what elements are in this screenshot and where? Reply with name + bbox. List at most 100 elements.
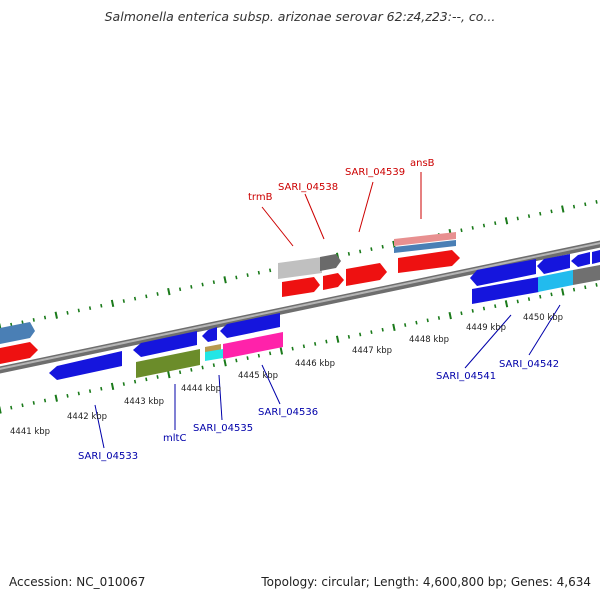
gene-blue-4449-top[interactable] [470,250,600,286]
minor-tick [88,389,92,393]
major-tick [54,394,58,402]
minor-tick [415,320,418,325]
major-tick [110,299,115,308]
minor-tick [201,282,204,287]
gene-left-edge-steel[interactable] [0,322,35,344]
label-SARI-04542[interactable]: SARI_04542 [499,359,559,370]
minor-tick [201,365,204,370]
minor-tick [359,249,362,254]
minor-tick [190,368,193,372]
major-tick [504,300,509,308]
minor-tick [156,292,159,296]
minor-tick [122,299,125,303]
minor-tick [516,299,519,304]
minor-tick [212,363,215,368]
gene-SARI-04542[interactable] [538,265,600,292]
label-SARI-04535[interactable]: SARI_04535 [193,423,253,434]
gene-blue-4443[interactable] [133,331,197,357]
gene-left-edge-red[interactable] [0,342,38,364]
minor-tick [325,339,328,344]
gene-blue-4445[interactable] [220,313,280,338]
minor-tick [246,356,249,360]
gene-gray-dark[interactable] [320,254,341,271]
minor-tick [88,306,92,310]
reverse-genes [49,250,600,380]
minor-tick [10,405,13,410]
minor-tick [460,228,463,233]
minor-tick [235,358,238,363]
kbp-label: 4445 kbp [238,371,278,381]
label-SARI-04536[interactable]: SARI_04536 [258,407,318,418]
minor-tick [550,209,553,214]
minor-tick [212,280,215,285]
gene-SARI-04541[interactable] [472,277,539,304]
minor-tick [471,309,474,313]
major-tick [392,240,396,249]
minor-tick [100,386,103,391]
gene-SARI-04539[interactable] [346,263,387,286]
major-tick [110,382,115,391]
minor-tick [370,247,373,251]
minor-tick [482,306,486,311]
accession-text: Accession: NC_010067 [9,575,146,589]
backbone [0,240,600,374]
minor-tick [482,223,486,228]
gene-SARI-04538[interactable] [323,273,344,290]
kbp-label: 4444 kbp [181,384,221,394]
gene-gray-light[interactable] [278,257,322,279]
label-SARI-04533[interactable]: SARI_04533 [78,451,138,462]
minor-tick [21,403,24,408]
minor-tick [235,275,238,280]
minor-tick [122,382,125,386]
minor-tick [43,398,47,403]
minor-tick [133,379,137,384]
minor-tick [595,283,598,287]
label-SARI-04538[interactable]: SARI_04538 [278,182,338,193]
minor-tick [178,370,182,375]
minor-tick [381,244,384,249]
kbp-label: 4450 kbp [523,313,563,323]
minor-tick [66,310,69,315]
minor-tick [32,401,35,405]
label-SARI-04541[interactable]: SARI_04541 [436,371,496,382]
minor-tick [257,353,261,358]
minor-tick [145,294,148,299]
minor-tick [178,287,182,292]
minor-tick [66,393,69,398]
major-tick [223,359,227,367]
minor-tick [404,323,407,327]
gene-SARI-04535-small[interactable] [202,327,223,361]
gene-mltC[interactable] [136,349,200,378]
gene-SARI-04536[interactable] [223,332,283,359]
gene-ansB-stack[interactable] [394,232,460,273]
minor-tick [527,297,531,301]
minor-tick [494,304,497,309]
minor-tick [100,303,103,308]
minor-tick [190,285,193,289]
kbp-label: 4448 kbp [409,335,449,345]
minor-tick [246,273,249,277]
minor-tick [381,327,384,332]
kbp-label: 4449 kbp [466,323,506,333]
label-mltC[interactable]: mltC [163,433,186,444]
major-tick [223,276,227,284]
major-tick [561,288,565,296]
minor-tick [584,285,587,290]
map-title: Salmonella enterica subsp. arizonae sero… [104,9,496,24]
major-tick [448,311,452,320]
label-trmB[interactable]: trmB [248,192,273,203]
minor-tick [347,334,351,339]
minor-tick [257,270,261,275]
label-SARI-04539[interactable]: SARI_04539 [345,167,405,178]
forward-genes [0,232,460,364]
label-ansB[interactable]: ansB [410,158,435,169]
minor-tick [145,377,148,382]
minor-tick [347,251,351,256]
minor-tick [494,221,497,226]
gene-SARI-04533[interactable] [49,351,122,380]
minor-tick [572,287,576,292]
minor-tick [572,204,576,209]
kbp-label: 4446 kbp [295,359,335,369]
gene-trmB[interactable] [282,277,320,297]
